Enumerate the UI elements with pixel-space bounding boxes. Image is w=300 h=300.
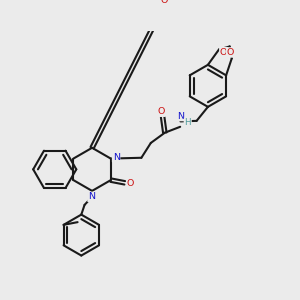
Text: O: O [227,48,234,57]
Text: O: O [127,179,134,188]
Text: N: N [177,112,184,121]
Text: N: N [88,192,95,201]
Text: H: H [184,118,191,127]
Text: O: O [158,107,165,116]
Text: O: O [160,0,168,5]
Text: O: O [220,48,227,57]
Text: N: N [112,153,120,162]
